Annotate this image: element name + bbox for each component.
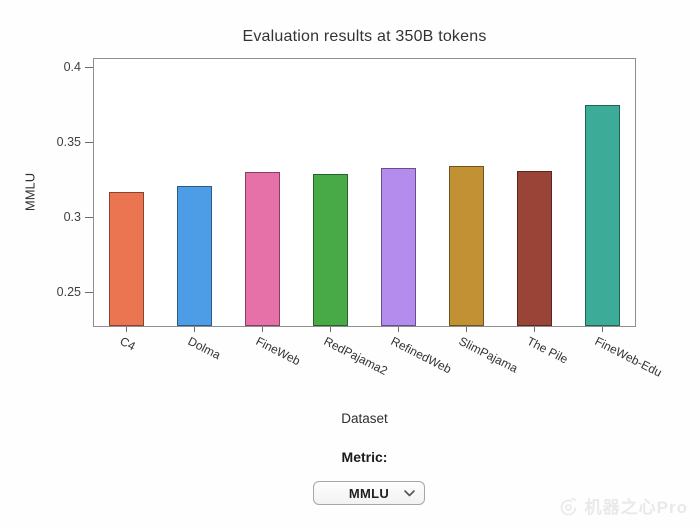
x-tick-mark [330,327,332,332]
x-tick-label: FineWeb [253,334,303,369]
y-tick-label: 0.25 [56,285,81,300]
y-tick-mark [85,216,93,218]
y-tick-label: 0.35 [56,135,81,150]
x-tick-label: SlimPajama [456,334,521,376]
y-tick-mark [85,141,93,143]
bar-fineweb-edu[interactable] [584,104,620,326]
chart-title: Evaluation results at 350B tokens [242,28,487,45]
x-tick-label: RefinedWeb [389,334,455,377]
y-axis-title: MMLU [22,172,38,212]
metric-label: Metric: [341,449,388,465]
y-tick-label: 0.4 [63,60,81,75]
x-tick-mark [533,327,535,332]
metric-select[interactable]: MMLU [313,481,425,505]
bar-dolma[interactable] [177,185,213,326]
plot-area [93,58,636,327]
x-tick-mark [262,327,264,332]
x-tick-label: Dolma [185,334,223,363]
x-tick-mark [397,327,399,332]
y-tick-mark [85,66,93,68]
bar-fineweb[interactable] [245,172,281,326]
bar-slimpajama[interactable] [448,166,484,326]
y-tick-mark [85,291,93,293]
watermark: 机器之心Pro [557,493,688,518]
metric-select-value: MMLU [348,485,390,501]
y-tick-label: 0.3 [63,210,81,225]
chevron-down-icon [404,490,415,497]
x-tick-mark [465,327,467,332]
x-tick-mark [194,327,196,332]
x-tick-mark [126,327,128,332]
machine-heart-logo-icon [557,494,581,518]
watermark-text: 机器之心Pro [584,498,688,517]
bar-the-pile[interactable] [516,170,552,326]
x-axis-title: Dataset [341,411,388,426]
x-tick-label: FineWeb-Edu [592,334,665,380]
x-tick-label: The Pile [524,334,571,367]
x-tick-mark [601,327,603,332]
bar-redpajama2[interactable] [313,173,349,326]
x-tick-label: RedPajama2 [321,334,390,378]
bar-c4[interactable] [109,191,145,326]
bar-refinedweb[interactable] [380,167,416,326]
x-tick-label: C4 [117,334,138,354]
